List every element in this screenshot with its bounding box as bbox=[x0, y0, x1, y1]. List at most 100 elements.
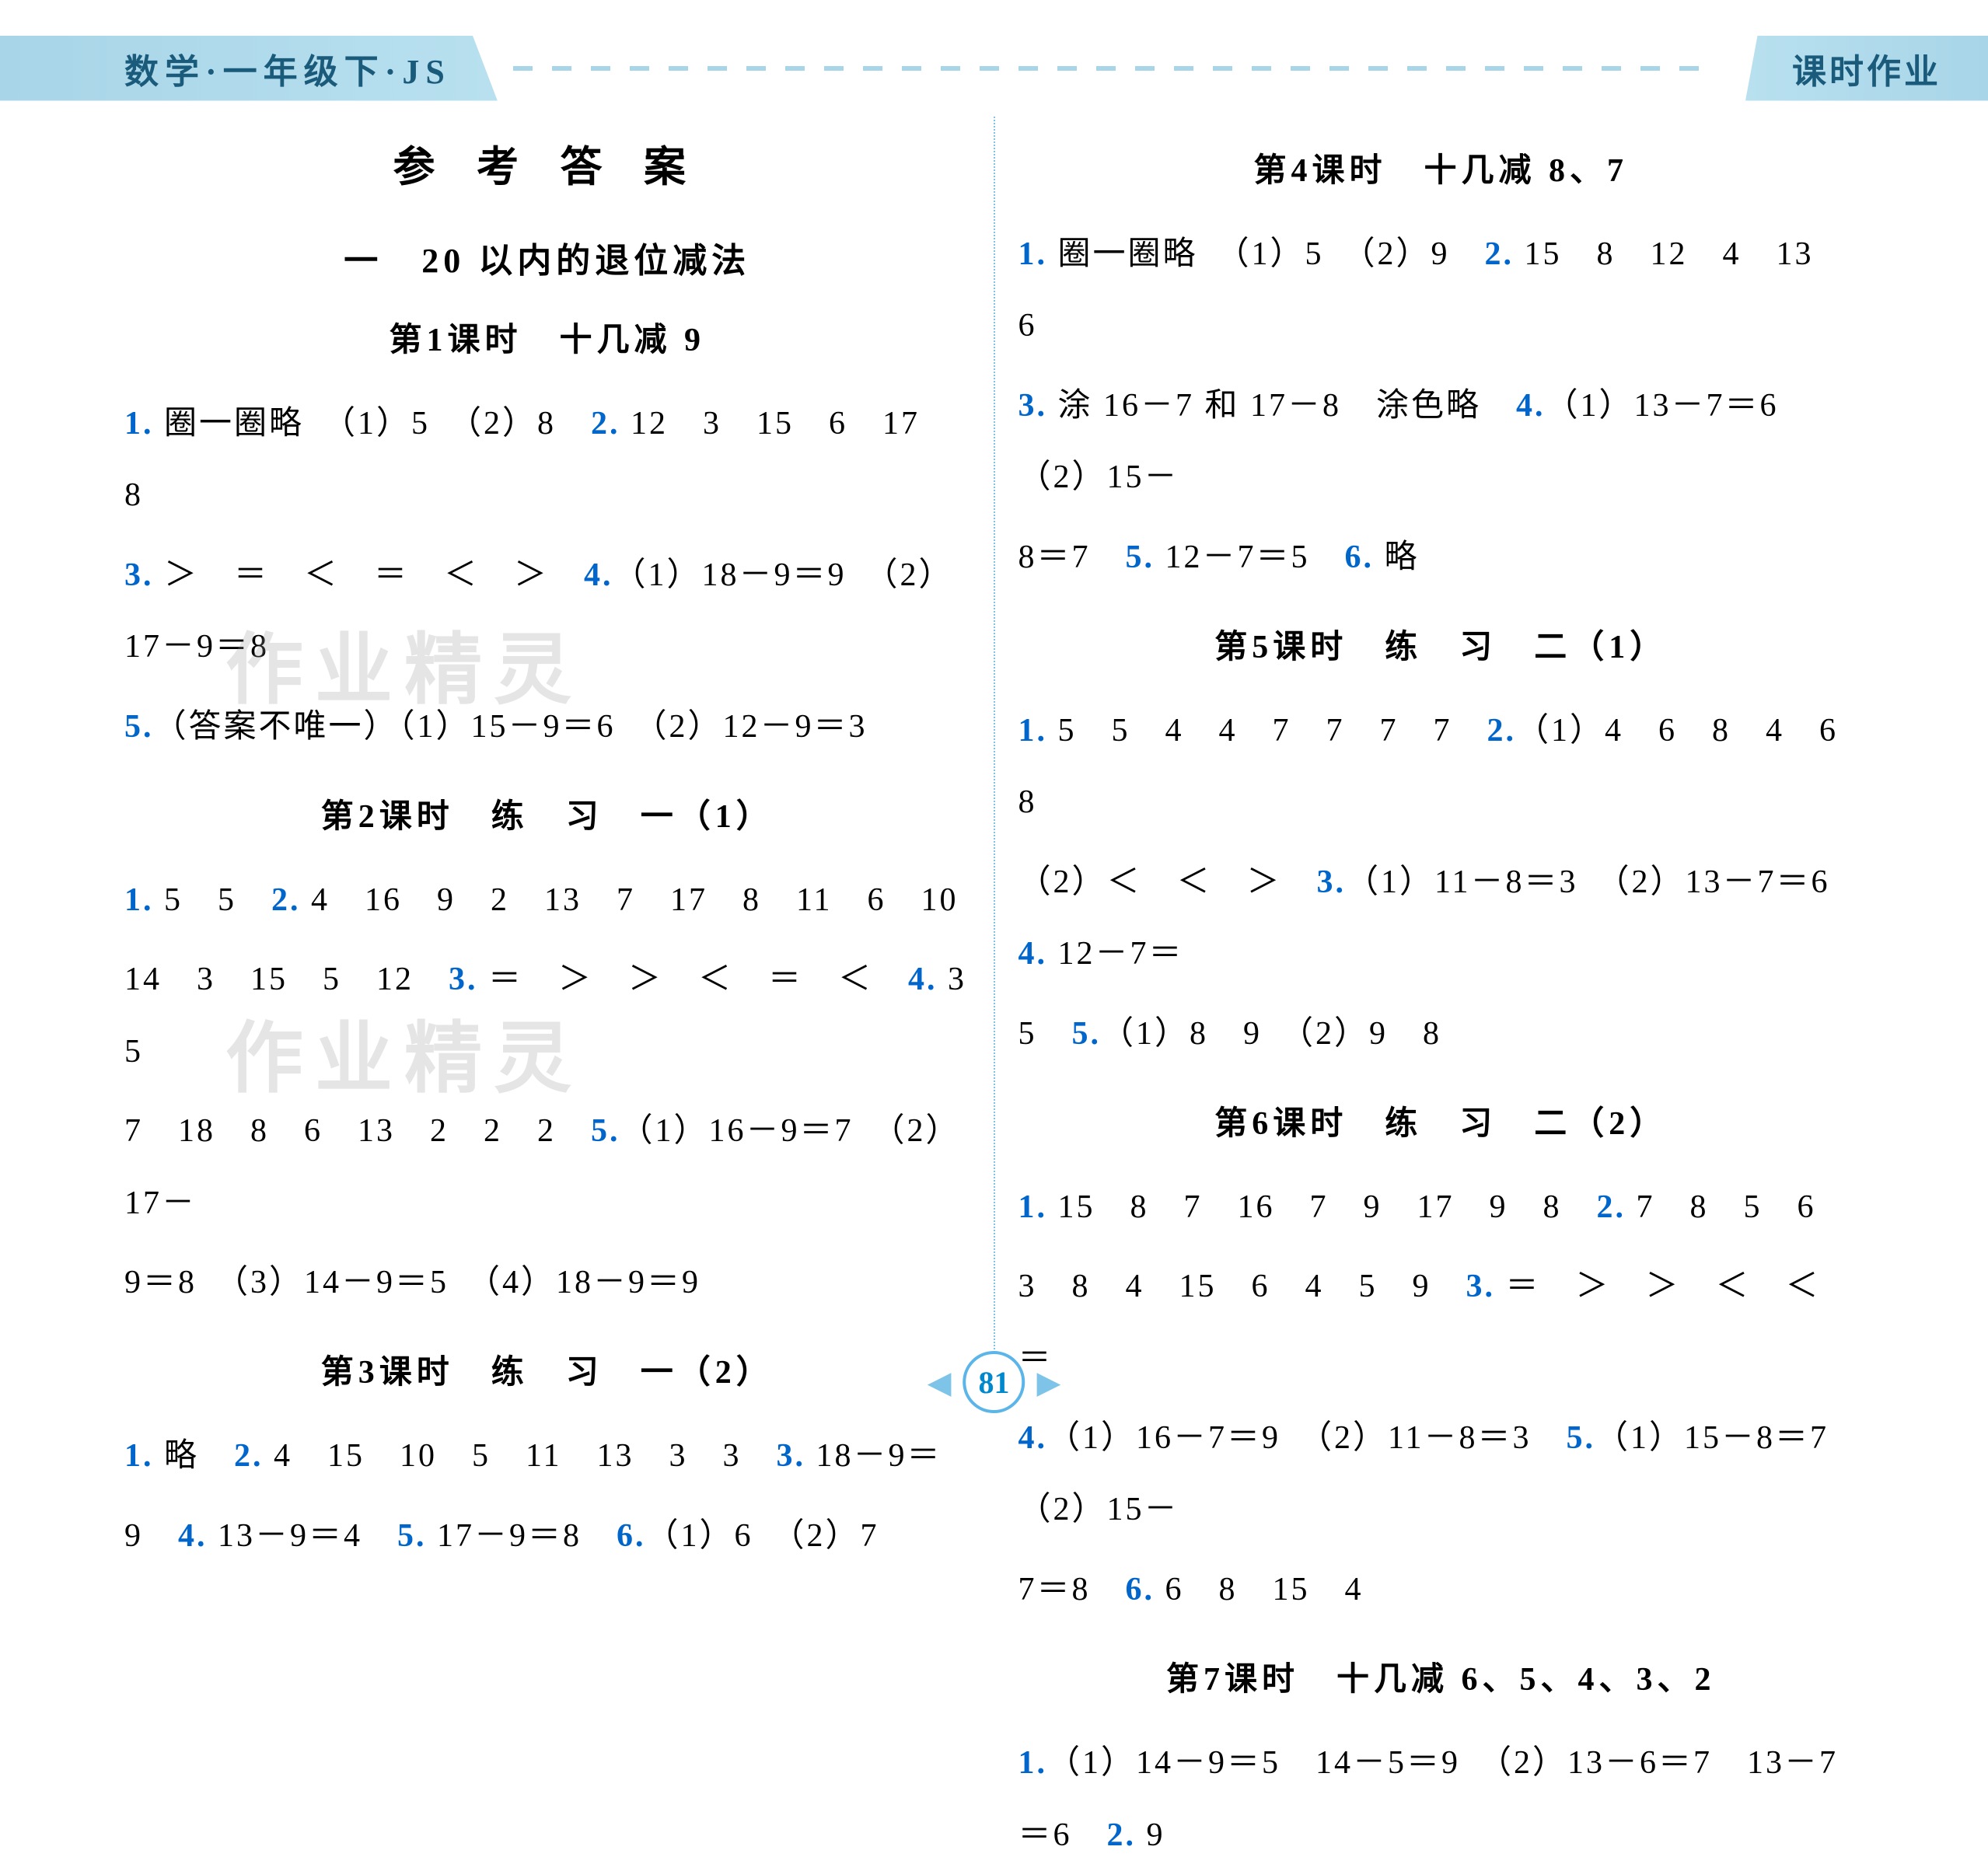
lesson-title: 第5课时 练 习 二（1） bbox=[1018, 620, 1864, 668]
answer-text: 9＝8 （3）14－9＝5 （4）18－9＝9 bbox=[124, 1265, 701, 1300]
header-divider bbox=[513, 66, 1708, 71]
question-number: 1. bbox=[1018, 1745, 1048, 1781]
question-number: 2. bbox=[271, 882, 301, 918]
answer-text: 8＝7 bbox=[1018, 539, 1126, 575]
page-arrow-right: ▶ bbox=[1037, 1364, 1061, 1401]
answer-line: 1. 略 2. 4 15 10 5 11 13 3 3 3. 18－9＝ bbox=[124, 1420, 970, 1492]
lesson-title: 第7课时 十几减 6、5、4、3、2 bbox=[1018, 1653, 1864, 1700]
answer-text: 13－9＝4 bbox=[208, 1518, 398, 1554]
main-title: 参 考 答 案 bbox=[124, 132, 970, 194]
answer-text: ＝ ＞ ＞ ＜ ＝ ＜ bbox=[478, 962, 909, 997]
lesson-title: 第2课时 练 习 一（1） bbox=[124, 790, 970, 837]
left-column: 参 考 答 案 一 20 以内的退位减法 第1课时 十几减 91. 圈一圈略 （… bbox=[101, 117, 995, 1359]
answer-text: （1）16－7＝9 （2）11－8＝3 bbox=[1047, 1420, 1566, 1456]
answer-text: 圈一圈略 （1）5 （2）8 bbox=[154, 406, 592, 442]
question-number: 3. bbox=[124, 557, 154, 593]
question-number: 1. bbox=[124, 406, 154, 442]
answer-text: 7 18 8 6 13 2 2 2 bbox=[124, 1113, 591, 1149]
answer-line: 1. 5 5 4 4 7 7 7 7 2.（1）4 6 8 4 6 8 bbox=[1018, 695, 1864, 839]
answer-line: 9 4. 13－9＝4 5. 17－9＝8 6.（1）6 （2）7 bbox=[124, 1500, 970, 1572]
answer-text: （2）＜ ＜ ＞ bbox=[1018, 864, 1317, 900]
header-right-banner: 课时作业 bbox=[1745, 36, 1988, 101]
answer-line: 5 5.（1）8 9 （2）9 8 bbox=[1018, 998, 1864, 1070]
answer-text: 7＝8 bbox=[1018, 1572, 1126, 1607]
answer-text: 9 bbox=[124, 1518, 178, 1554]
question-number: 6. bbox=[1345, 539, 1375, 575]
question-number: 4. bbox=[908, 962, 938, 997]
answer-text: （答案不唯一）（1）15－9＝6 （2）12－9＝3 bbox=[154, 709, 868, 745]
answer-text: 9 bbox=[1136, 1817, 1165, 1853]
question-number: 3. bbox=[1466, 1269, 1496, 1304]
answer-text: 5 5 bbox=[154, 882, 272, 918]
answer-text: 6 8 15 4 bbox=[1155, 1572, 1364, 1607]
question-number: 5. bbox=[124, 709, 154, 745]
answer-text: 7 8 5 6 bbox=[1626, 1189, 1816, 1225]
answer-line: 1. 5 5 2. 4 16 9 2 13 7 17 8 11 6 10 bbox=[124, 864, 970, 936]
answer-line: 4.（1）16－7＝9 （2）11－8＝3 5.（1）15－8＝7 （2）15－ bbox=[1018, 1402, 1864, 1546]
question-number: 2. bbox=[1107, 1817, 1137, 1853]
answer-line: 1.（1）14－9＝5 14－5＝9 （2）13－6＝7 13－7＝6 2. 9 bbox=[1018, 1727, 1864, 1871]
lesson-title: 第1课时 十几减 9 bbox=[124, 313, 970, 361]
answer-line: 1. 圈一圈略 （1）5 （2）9 2. 15 8 12 4 13 6 bbox=[1018, 218, 1864, 362]
lesson-title: 第6课时 练 习 二（2） bbox=[1018, 1097, 1864, 1144]
content-area: 参 考 答 案 一 20 以内的退位减法 第1课时 十几减 91. 圈一圈略 （… bbox=[101, 117, 1887, 1359]
question-number: 1. bbox=[124, 1438, 154, 1474]
answer-line: 1. 圈一圈略 （1）5 （2）8 2. 12 3 15 6 17 8 bbox=[124, 388, 970, 532]
answer-line: 3. ＞ ＝ ＜ ＝ ＜ ＞ 4.（1）18－9＝9 （2）17－9＝8 bbox=[124, 539, 970, 683]
answer-line: 1. 15 8 7 16 7 9 17 9 8 2. 7 8 5 6 bbox=[1018, 1171, 1864, 1243]
answer-text: 略 bbox=[154, 1438, 235, 1474]
right-lessons-container: 第4课时 十几减 8、7 1. 圈一圈略 （1）5 （2）9 2. 15 8 12… bbox=[1018, 144, 1864, 1871]
question-number: 2. bbox=[234, 1438, 264, 1474]
question-number: 2. bbox=[1597, 1189, 1626, 1225]
answer-text: 3 8 4 15 6 4 5 9 bbox=[1018, 1269, 1466, 1304]
question-number: 5. bbox=[1566, 1420, 1595, 1456]
question-number: 4. bbox=[584, 557, 613, 593]
page-number-wrap: ◀ 81 ▶ bbox=[916, 1351, 1073, 1413]
question-number: 5. bbox=[1126, 539, 1155, 575]
answer-text: （1）11－8＝3 （2）13－7＝6 bbox=[1346, 864, 1864, 900]
left-lessons-container: 第1课时 十几减 9 1. 圈一圈略 （1）5 （2）8 2. 12 3 15 6… bbox=[124, 313, 970, 1572]
answer-line: 3 8 4 15 6 4 5 9 3. ＝ ＞ ＞ ＜ ＜ ＝ bbox=[1018, 1251, 1864, 1395]
page-arrow-left: ◀ bbox=[928, 1364, 952, 1401]
answer-line: 3. 涂 16－7 和 17－8 涂色略 4.（1）13－7＝6 （2）15－ bbox=[1018, 370, 1864, 514]
right-column: 第4课时 十几减 8、7 1. 圈一圈略 （1）5 （2）9 2. 15 8 12… bbox=[995, 117, 1888, 1359]
answer-text: 12－7＝5 bbox=[1155, 539, 1345, 575]
question-number: 5. bbox=[1072, 1016, 1102, 1052]
question-number: 6. bbox=[617, 1518, 646, 1554]
answer-text: ＞ ＝ ＜ ＝ ＜ ＞ bbox=[154, 557, 585, 593]
answer-text: （1）6 （2）7 bbox=[646, 1518, 879, 1554]
question-number: 3. bbox=[1317, 864, 1347, 900]
question-number: 3. bbox=[776, 1438, 805, 1474]
answer-line: 9＝8 （3）14－9＝5 （4）18－9＝9 bbox=[124, 1247, 970, 1318]
question-number: 3. bbox=[1018, 388, 1048, 424]
page-number: 81 bbox=[963, 1351, 1025, 1413]
header-left-banner: 数学·一年级下·JS bbox=[0, 36, 498, 101]
question-number: 5. bbox=[591, 1113, 620, 1149]
question-number: 4. bbox=[1516, 388, 1546, 424]
answer-line: 5.（答案不唯一）（1）15－9＝6 （2）12－9＝3 bbox=[124, 691, 970, 763]
answer-text: 5 bbox=[1018, 1016, 1072, 1052]
question-number: 2. bbox=[1485, 236, 1515, 272]
answer-text: 14 3 15 5 12 bbox=[124, 962, 449, 997]
answer-line: （2）＜ ＜ ＞ 3.（1）11－8＝3 （2）13－7＝6 4. 12－7＝ bbox=[1018, 846, 1864, 990]
question-number: 4. bbox=[1018, 936, 1048, 972]
answer-text: 略 bbox=[1374, 539, 1420, 575]
answer-text: （1）8 9 （2）9 8 bbox=[1101, 1016, 1441, 1052]
answer-text: 4 15 10 5 11 13 3 3 bbox=[264, 1438, 777, 1474]
question-number: 4. bbox=[178, 1518, 208, 1554]
answer-text: 涂 16－7 和 17－8 涂色略 bbox=[1047, 388, 1516, 424]
answer-line: 8＝7 5. 12－7＝5 6. 略 bbox=[1018, 522, 1864, 593]
answer-line: 7＝8 6. 6 8 15 4 bbox=[1018, 1554, 1864, 1625]
lesson-title: 第3课时 练 习 一（2） bbox=[124, 1346, 970, 1393]
lesson-title: 第4课时 十几减 8、7 bbox=[1018, 144, 1864, 191]
question-number: 1. bbox=[1018, 1189, 1048, 1225]
question-number: 1. bbox=[1018, 236, 1048, 272]
question-number: 3. bbox=[449, 962, 478, 997]
question-number: 6. bbox=[1126, 1572, 1155, 1607]
question-number: 1. bbox=[124, 882, 154, 918]
question-number: 4. bbox=[1018, 1420, 1048, 1456]
question-number: 5. bbox=[397, 1518, 427, 1554]
answer-text: 5 5 4 4 7 7 7 7 bbox=[1047, 713, 1487, 749]
answer-text: 15 8 7 16 7 9 17 9 8 bbox=[1047, 1189, 1597, 1225]
answer-text: 4 16 9 2 13 7 17 8 11 6 10 bbox=[301, 882, 959, 918]
